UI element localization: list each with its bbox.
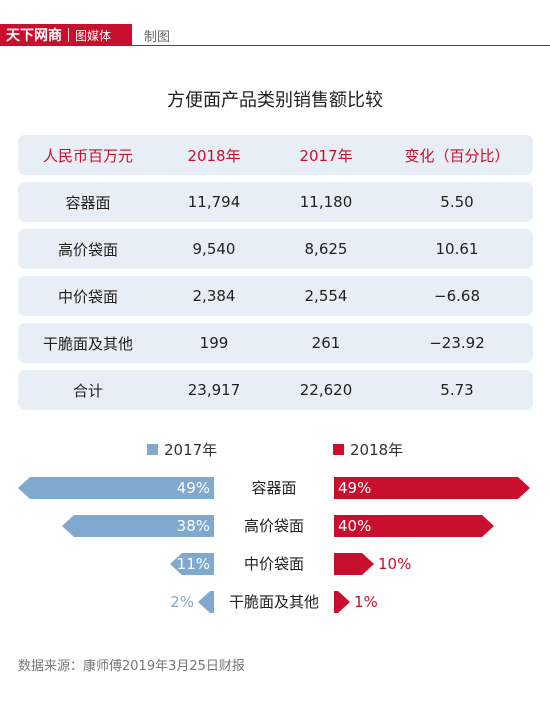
category-label: 干脆面及其他 bbox=[229, 593, 319, 611]
legend-swatch-2018 bbox=[333, 444, 344, 455]
table-header-cell: 人民币百万元 bbox=[42, 146, 133, 165]
table-cell: 11,180 bbox=[299, 193, 353, 211]
table-cell: 中价袋面 bbox=[57, 287, 118, 306]
brand-sub: 图媒体 bbox=[75, 28, 112, 43]
legend-label-2018: 2018年 bbox=[350, 441, 403, 459]
value-label-2018: 40% bbox=[338, 517, 371, 535]
bar-2017 bbox=[18, 477, 214, 499]
table-cell: 8,625 bbox=[304, 240, 348, 258]
table-cell: 5.50 bbox=[440, 193, 474, 211]
table-cell: 199 bbox=[199, 334, 229, 352]
header: 天下网商 图媒体 制图 bbox=[0, 0, 550, 46]
table-cell: 261 bbox=[311, 334, 341, 352]
value-label-2018: 49% bbox=[338, 479, 371, 497]
table-header-cell: 2018年 bbox=[187, 146, 241, 165]
table-row: 合计 23,917 22,620 5.73 bbox=[18, 370, 533, 410]
sales-table: 人民币百万元 2018年 2017年 变化（百分比） 容器面 11,794 11… bbox=[18, 135, 533, 417]
table-cell: 10.61 bbox=[435, 240, 479, 258]
page-title: 方便面产品类别销售额比较 bbox=[167, 90, 383, 111]
bar-2018 bbox=[334, 553, 374, 575]
table-header-row: 人民币百万元 2018年 2017年 变化（百分比） bbox=[18, 135, 533, 175]
bar-2018 bbox=[334, 515, 494, 537]
legend-swatch-2017 bbox=[147, 444, 158, 455]
value-label-2017: 38% bbox=[177, 517, 210, 535]
category-label: 高价袋面 bbox=[244, 517, 304, 535]
bar-2017 bbox=[62, 515, 214, 537]
table-cell: 容器面 bbox=[65, 193, 111, 212]
brand-name: 天下网商 bbox=[6, 28, 62, 44]
source-note: 数据来源：康师傅2019年3月25日财报 bbox=[18, 659, 245, 674]
legend-label-2017: 2017年 bbox=[164, 441, 217, 459]
table-row: 高价袋面 9,540 8,625 10.61 bbox=[18, 229, 533, 269]
table-cell: −23.92 bbox=[429, 334, 485, 352]
table-cell: −6.68 bbox=[434, 287, 480, 305]
value-label-2017: 2% bbox=[170, 593, 194, 611]
table-cell: 23,917 bbox=[187, 381, 241, 399]
table-header-cell: 变化（百分比） bbox=[404, 146, 510, 165]
bar-2017 bbox=[170, 553, 214, 575]
table-cell: 11,794 bbox=[187, 193, 241, 211]
value-label-2018: 10% bbox=[378, 555, 411, 573]
table-cell: 2,384 bbox=[192, 287, 236, 305]
made-label: 制图 bbox=[144, 30, 171, 45]
brand-logo: 天下网商 图媒体 bbox=[0, 24, 132, 46]
table-cell: 22,620 bbox=[299, 381, 353, 399]
table-cell: 合计 bbox=[72, 381, 103, 400]
value-label-2018: 1% bbox=[354, 593, 378, 611]
category-label: 容器面 bbox=[251, 479, 296, 497]
category-label: 中价袋面 bbox=[244, 555, 304, 573]
table-cell: 5.73 bbox=[440, 381, 474, 399]
bar-2017 bbox=[198, 591, 214, 613]
table-cell: 干脆面及其他 bbox=[42, 334, 133, 353]
table-cell: 2,554 bbox=[304, 287, 348, 305]
table-header-cell: 2017年 bbox=[299, 146, 353, 165]
table-row: 中价袋面 2,384 2,554 −6.68 bbox=[18, 276, 533, 316]
brand-separator bbox=[68, 28, 69, 42]
table-cell: 高价袋面 bbox=[57, 240, 118, 259]
table-row: 干脆面及其他 199 261 −23.92 bbox=[18, 323, 533, 363]
bar-2018 bbox=[334, 591, 350, 613]
table-row: 容器面 11,794 11,180 5.50 bbox=[18, 182, 533, 222]
header-rule bbox=[0, 45, 550, 46]
table-cell: 9,540 bbox=[192, 240, 236, 258]
value-label-2017: 49% bbox=[177, 479, 210, 497]
value-label-2017: 11% bbox=[177, 555, 210, 573]
bar-2018 bbox=[334, 477, 530, 499]
